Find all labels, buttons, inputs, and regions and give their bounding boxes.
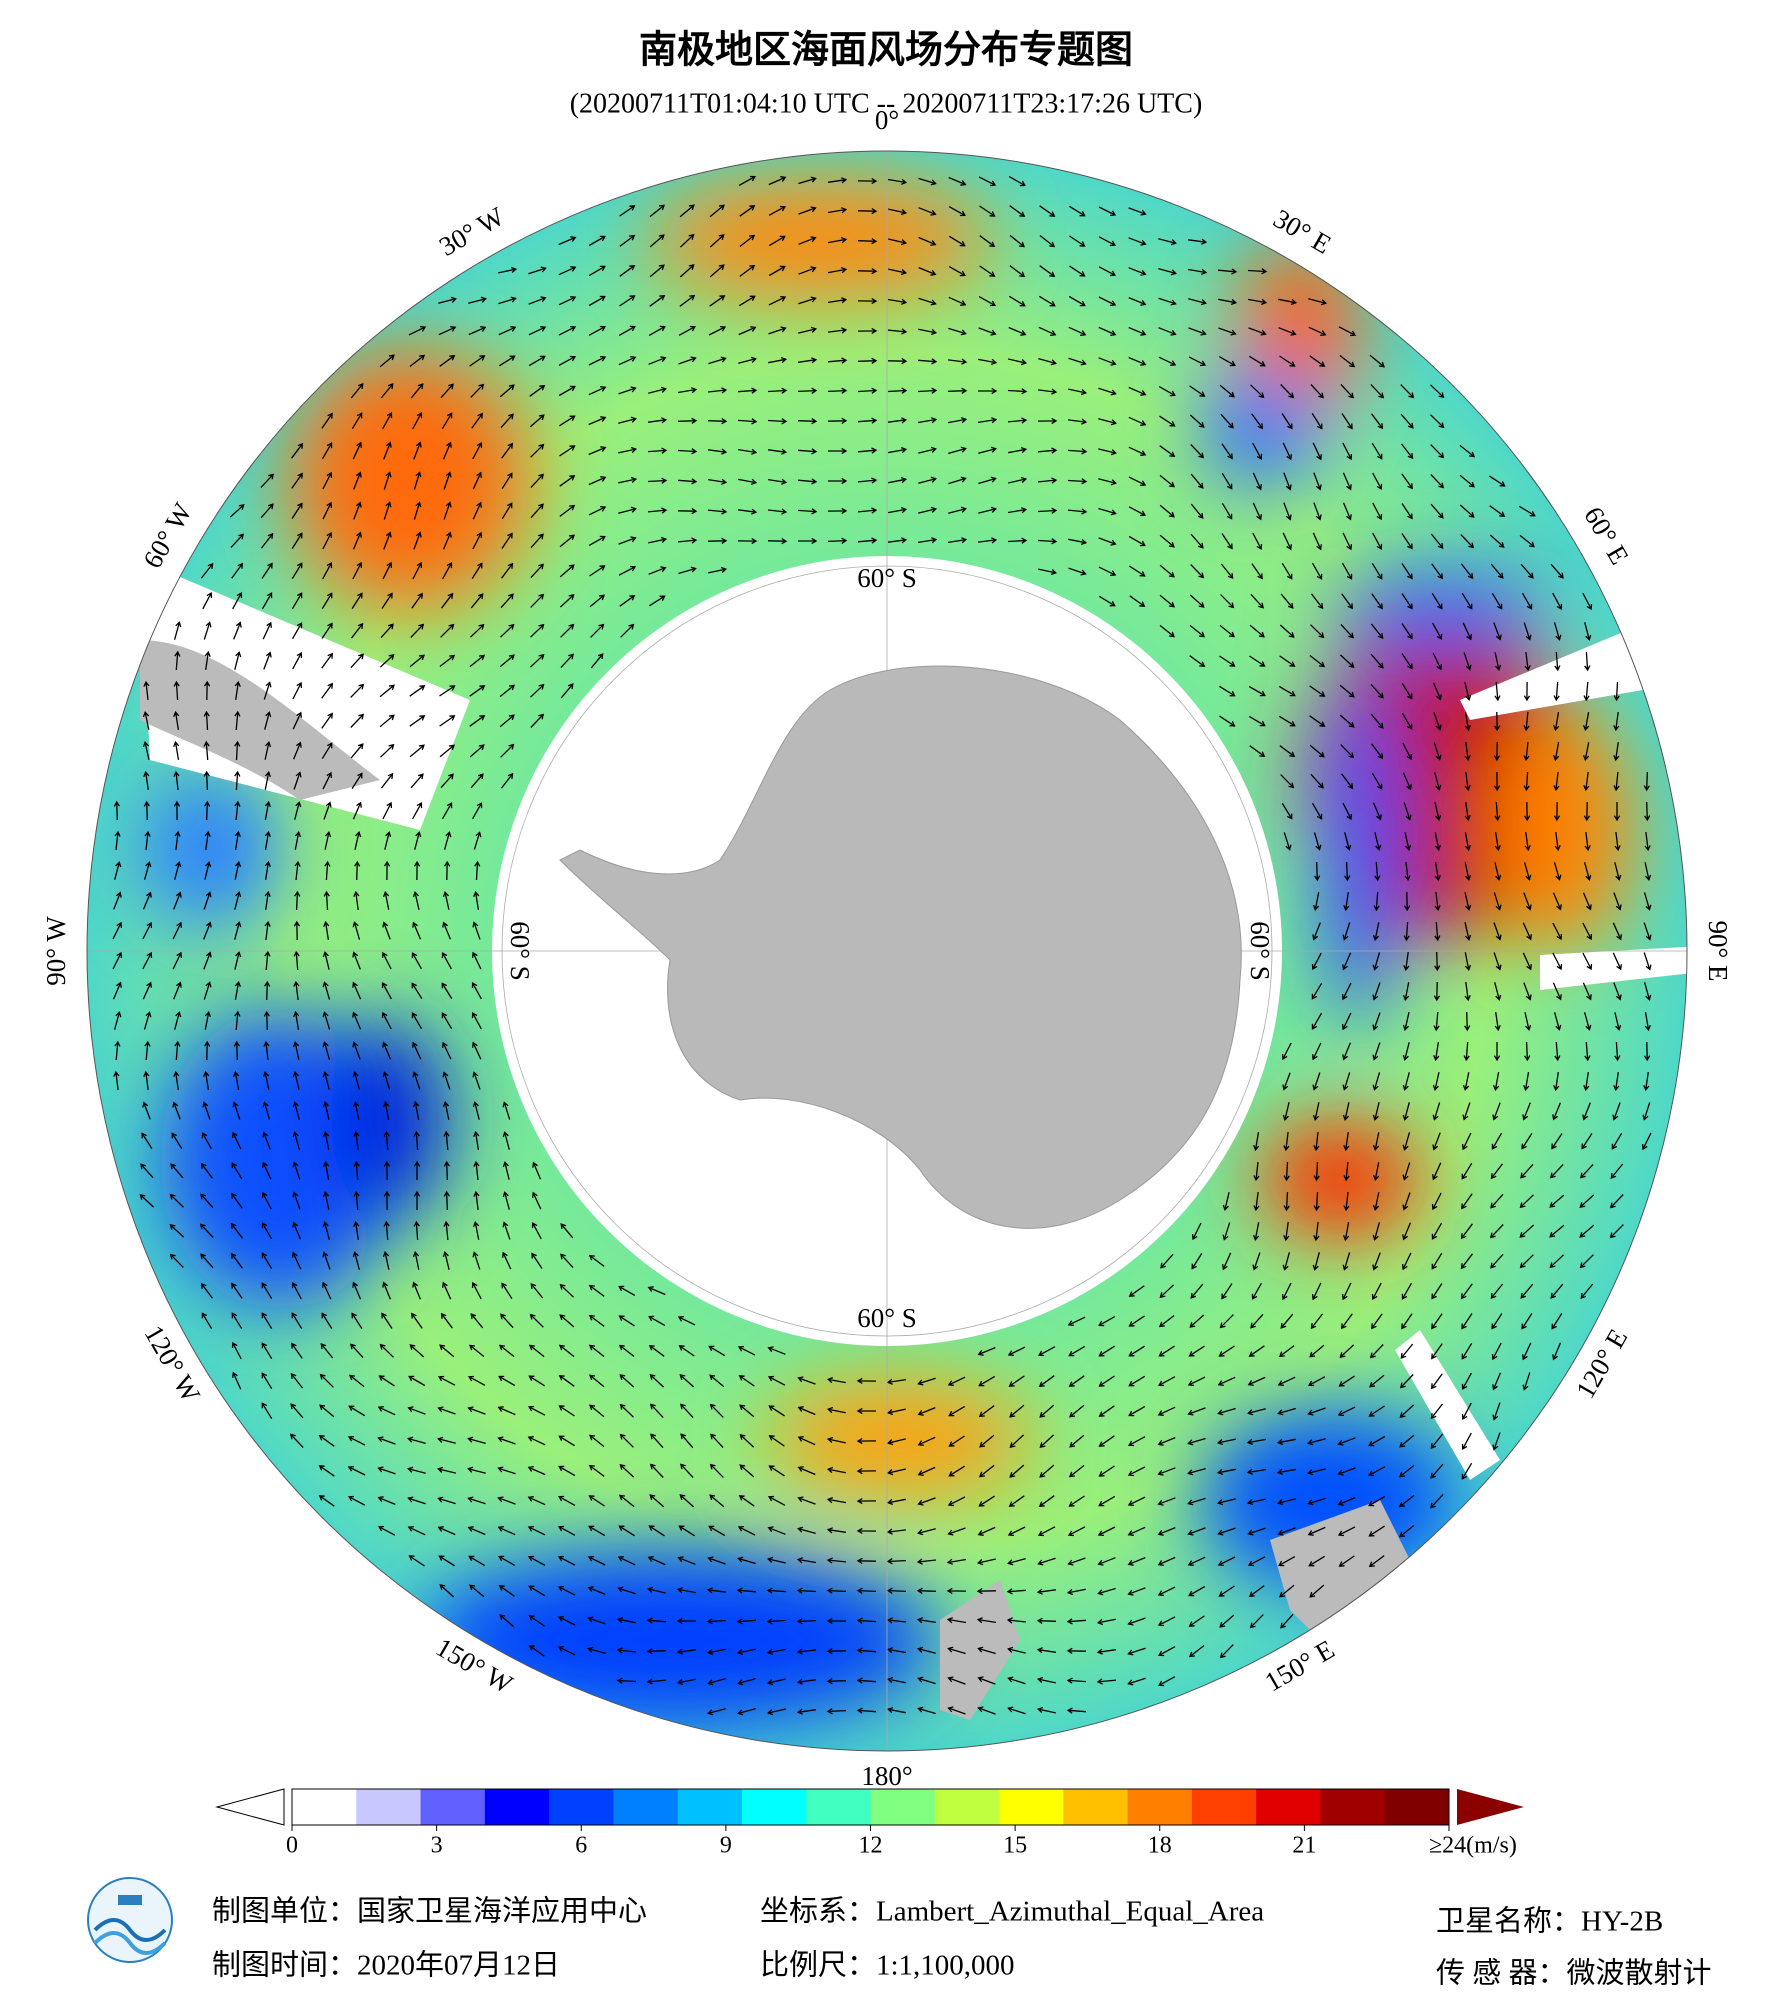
producer: 制图单位：国家卫星海洋应用中心 bbox=[212, 1895, 647, 1928]
sensor: 传 感 器：微波散射计 bbox=[1436, 1957, 1712, 1990]
footer: 制图单位：国家卫星海洋应用中心 制图时间：2020年07月12日 坐标系：Lam… bbox=[87, 1877, 1712, 1990]
patch bbox=[650, 180, 990, 300]
colorbar-tick-label: 18 bbox=[1148, 1833, 1172, 1859]
colorbar-tick-label: 0 bbox=[286, 1833, 298, 1859]
wind-arrows bbox=[112, 175, 1652, 1716]
colorbar-tick-label: 6 bbox=[575, 1833, 587, 1859]
land bbox=[1270, 1500, 1410, 1640]
colorbar-swatch bbox=[484, 1789, 550, 1825]
patch bbox=[290, 350, 530, 610]
wind-vectors bbox=[112, 175, 1652, 1716]
colorbar-swatch bbox=[1127, 1789, 1193, 1825]
colorbar-swatch bbox=[806, 1789, 871, 1825]
latitude-label: 60° S bbox=[1245, 921, 1275, 981]
title: 南极地区海面风场分布专题图 bbox=[639, 30, 1133, 72]
colorbar-tick-label: 9 bbox=[720, 1833, 732, 1859]
projection: 坐标系：Lambert_Azimuthal_Equal_Area bbox=[760, 1895, 1264, 1928]
colorbar-tick-label: 15 bbox=[1003, 1833, 1027, 1859]
longitude-label: 0° bbox=[875, 105, 899, 135]
patch bbox=[420, 1550, 940, 1730]
colorbar-swatch bbox=[741, 1789, 807, 1825]
over-arrow bbox=[1457, 1789, 1524, 1825]
logo-satellite bbox=[118, 1895, 142, 1905]
colorbar-swatch bbox=[1191, 1789, 1257, 1825]
patch bbox=[1260, 1120, 1420, 1240]
scale: 比例尺：1:1,100,000 bbox=[760, 1949, 1015, 1982]
patch bbox=[140, 770, 280, 930]
colorbar-swatch bbox=[292, 1789, 357, 1825]
colorbar-tick-label: ≥24(m/s) bbox=[1429, 1833, 1517, 1859]
colorbar-swatch bbox=[1256, 1789, 1321, 1825]
colorbar-swatch bbox=[1063, 1789, 1129, 1825]
date: 制图时间：2020年07月12日 bbox=[212, 1949, 560, 1982]
longitude-label: 30° E bbox=[1268, 203, 1336, 260]
latitude-label: 60° S bbox=[857, 1303, 917, 1333]
colorbar-swatch bbox=[999, 1789, 1064, 1825]
patch bbox=[1200, 370, 1320, 490]
colorbar-swatch bbox=[420, 1789, 486, 1825]
patch bbox=[1490, 710, 1630, 950]
colorbar-swatch bbox=[1384, 1789, 1450, 1825]
colorbar-tick-label: 12 bbox=[859, 1833, 883, 1859]
logo-wave bbox=[93, 1918, 167, 1942]
logo bbox=[87, 1877, 173, 1963]
satellite: 卫星名称：HY-2B bbox=[1436, 1905, 1663, 1938]
patch bbox=[1320, 670, 1400, 1030]
antarctica bbox=[559, 665, 1242, 1229]
colorbar-swatch bbox=[356, 1789, 422, 1825]
colorbar-swatch bbox=[677, 1789, 743, 1825]
land bbox=[140, 640, 380, 800]
longitude-label: 90° E bbox=[1703, 920, 1733, 981]
colorbar-swatch bbox=[934, 1789, 1000, 1825]
colorbar-swatch bbox=[549, 1789, 614, 1825]
longitude-label: 60° E bbox=[1578, 502, 1635, 570]
patch bbox=[330, 1020, 450, 1220]
colorbar-tick-label: 21 bbox=[1292, 1833, 1316, 1859]
colorbar-tick-label: 3 bbox=[431, 1833, 443, 1859]
logo-wave bbox=[93, 1931, 167, 1955]
colorbar-swatch bbox=[613, 1789, 679, 1825]
data-gap bbox=[1395, 1330, 1500, 1480]
colorbar-swatch bbox=[870, 1789, 936, 1825]
colorbar-swatch bbox=[1320, 1789, 1386, 1825]
subtitle: (20200711T01:04:10 UTC -- 20200711T23:17… bbox=[570, 88, 1203, 119]
map-border bbox=[86, 150, 1688, 1752]
patch bbox=[1330, 570, 1550, 650]
longitude-label: 90° W bbox=[41, 916, 71, 986]
under-arrow bbox=[215, 1788, 285, 1826]
colorbar: 0 3 6 9 12 15 18 21 ≥24(m/s) bbox=[215, 1788, 1524, 1859]
latitude-label: 60° S bbox=[857, 563, 917, 593]
latitude-label: 60° S bbox=[505, 921, 535, 981]
longitude-label: 180° bbox=[861, 1761, 912, 1791]
data-gap bbox=[140, 560, 470, 830]
